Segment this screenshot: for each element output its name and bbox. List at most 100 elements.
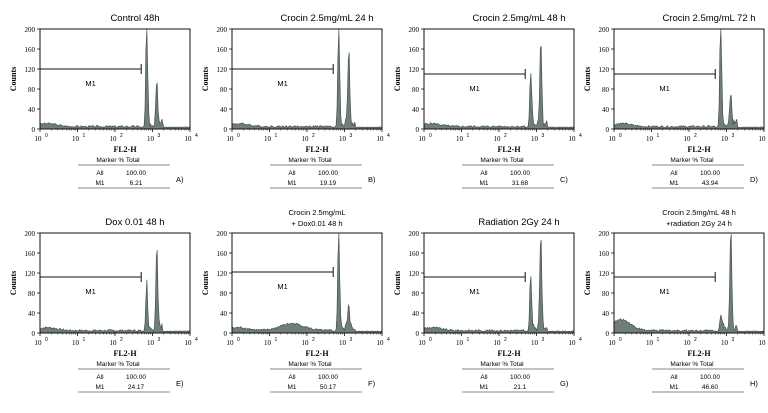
x-tick-exponent: 0 <box>429 337 432 343</box>
table-row-name: All <box>480 170 488 177</box>
x-tick-exponent: 4 <box>195 133 198 139</box>
x-tick-label: 10 <box>72 339 80 347</box>
x-tick-label: 10 <box>72 135 80 143</box>
table-row-value: 43.94 <box>702 180 719 187</box>
marker-label: M1 <box>659 287 669 296</box>
y-tick-label: 80 <box>602 290 610 298</box>
x-tick-exponent: 3 <box>732 133 735 139</box>
x-tick-label: 10 <box>419 135 427 143</box>
x-tick-label: 10 <box>377 135 385 143</box>
table-row-value: 31.68 <box>512 180 529 187</box>
y-tick-label: 0 <box>224 330 228 338</box>
panel-title: + Dox0.01 48 h <box>291 219 342 228</box>
x-tick-label: 10 <box>609 135 617 143</box>
x-tick-exponent: 2 <box>312 337 315 343</box>
table-row-name: All <box>480 374 488 381</box>
table-row-name: All <box>288 374 296 381</box>
y-tick-label: 120 <box>409 66 420 74</box>
panel-title: Crocin 2.5mg/mL <box>288 208 345 217</box>
x-tick-exponent: 0 <box>45 337 48 343</box>
x-tick-exponent: 0 <box>237 133 240 139</box>
x-tick-label: 10 <box>377 339 385 347</box>
x-tick-exponent: 3 <box>732 337 735 343</box>
x-tick-label: 10 <box>531 339 539 347</box>
x-tick-label: 10 <box>227 135 235 143</box>
plot-frame <box>613 28 765 130</box>
y-tick-label: 80 <box>28 86 36 94</box>
y-tick-label: 80 <box>602 86 610 94</box>
plot-frame <box>39 232 191 334</box>
y-tick-label: 160 <box>25 250 36 258</box>
table-row-value: 6.21 <box>130 180 143 187</box>
y-tick-label: 40 <box>412 310 420 318</box>
x-tick-label: 10 <box>227 339 235 347</box>
histogram-area <box>231 232 383 334</box>
x-tick-label: 10 <box>264 135 272 143</box>
x-tick-exponent: 3 <box>350 337 353 343</box>
plot-frame <box>231 28 383 130</box>
y-tick-label: 120 <box>217 270 228 278</box>
y-tick-label: 40 <box>602 310 610 318</box>
panel-title: Dox 0.01 48 h <box>105 217 164 228</box>
x-tick-label: 10 <box>264 339 272 347</box>
y-tick-label: 120 <box>409 270 420 278</box>
panel-title: Radiation 2Gy 24 h <box>478 217 559 228</box>
histogram-area <box>423 45 575 130</box>
table-row-name: All <box>96 170 104 177</box>
y-axis-title: Counts <box>393 67 402 91</box>
table-header: Marker % Total <box>96 157 140 164</box>
x-axis-title: FL2-H <box>305 349 329 358</box>
y-axis-title: Counts <box>583 67 592 91</box>
x-tick-label: 10 <box>302 339 310 347</box>
x-tick-label: 10 <box>721 135 729 143</box>
table-row-name: M1 <box>669 384 678 391</box>
table-header: Marker % Total <box>288 361 332 368</box>
y-tick-label: 40 <box>220 106 228 114</box>
table-header: Marker % Total <box>96 361 140 368</box>
x-tick-exponent: 4 <box>579 337 582 343</box>
x-axis-title: FL2-H <box>497 145 521 154</box>
panel-title: +radiation 2Gy 24 h <box>666 219 732 228</box>
y-tick-label: 200 <box>599 26 610 34</box>
table-row-value: 24.17 <box>128 384 145 391</box>
x-tick-exponent: 1 <box>275 337 278 343</box>
table-row-name: M1 <box>95 180 104 187</box>
plot-frame <box>231 232 383 334</box>
x-tick-exponent: 0 <box>237 337 240 343</box>
marker-label: M1 <box>85 79 95 88</box>
panel-letter: C) <box>560 175 568 184</box>
panel-title: Crocin 2.5mg/mL 24 h <box>280 13 373 24</box>
y-tick-label: 160 <box>217 46 228 54</box>
y-tick-label: 40 <box>28 106 36 114</box>
y-tick-label: 200 <box>217 230 228 238</box>
panel-letter: H) <box>750 379 758 388</box>
x-tick-label: 10 <box>35 135 43 143</box>
x-axis-title: FL2-H <box>113 145 137 154</box>
x-tick-label: 10 <box>339 135 347 143</box>
x-tick-label: 10 <box>110 135 118 143</box>
x-tick-exponent: 4 <box>387 337 390 343</box>
x-tick-exponent: 2 <box>694 133 697 139</box>
panel-d: 04080120160200100101102103104CountsFL2-H… <box>583 13 766 189</box>
x-tick-exponent: 1 <box>83 337 86 343</box>
plot-frame <box>39 28 191 130</box>
x-tick-exponent: 1 <box>83 133 86 139</box>
y-tick-label: 0 <box>32 126 36 134</box>
x-tick-label: 10 <box>646 135 654 143</box>
x-tick-exponent: 3 <box>350 133 353 139</box>
y-tick-label: 120 <box>25 66 36 74</box>
x-tick-label: 10 <box>609 339 617 347</box>
y-tick-label: 120 <box>217 66 228 74</box>
table-header: Marker % Total <box>670 157 714 164</box>
y-tick-label: 160 <box>409 250 420 258</box>
panel-title: Control 48h <box>110 13 159 24</box>
x-tick-exponent: 2 <box>312 133 315 139</box>
histogram-area <box>613 233 765 334</box>
table-row-name: M1 <box>95 384 104 391</box>
y-tick-label: 80 <box>412 290 420 298</box>
plot-frame <box>423 28 575 130</box>
x-tick-exponent: 0 <box>619 133 622 139</box>
x-tick-exponent: 3 <box>542 133 545 139</box>
